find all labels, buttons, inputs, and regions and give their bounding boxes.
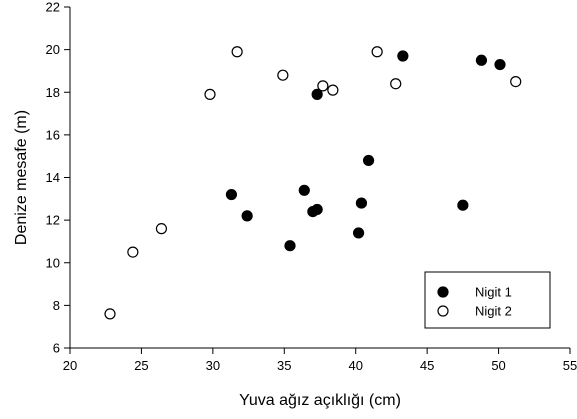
legend-box bbox=[424, 271, 551, 329]
legend-marker-nigit-2 bbox=[437, 305, 449, 317]
y-tick-label: 6 bbox=[53, 341, 60, 356]
x-tick-label: 25 bbox=[134, 358, 148, 373]
data-point-nigit-2 bbox=[155, 223, 168, 235]
data-point-nigit-2 bbox=[510, 75, 522, 88]
legend-label-nigit-2: Nigit 2 bbox=[475, 304, 512, 319]
x-tick-label: 35 bbox=[277, 358, 291, 373]
legend-label-nigit-1: Nigit 1 bbox=[475, 285, 512, 300]
data-point-nigit-1 bbox=[457, 199, 469, 211]
x-axis-title: Yuva ağız açıklığı (cm) bbox=[239, 392, 401, 409]
data-point-nigit-2 bbox=[127, 246, 139, 258]
data-point-nigit-1 bbox=[494, 58, 506, 71]
x-tick-label: 45 bbox=[420, 358, 434, 373]
data-point-nigit-1 bbox=[355, 197, 368, 209]
y-tick-label: 10 bbox=[46, 255, 60, 270]
data-point-nigit-2 bbox=[317, 80, 329, 92]
data-point-nigit-1 bbox=[225, 188, 238, 201]
data-points bbox=[104, 46, 522, 320]
data-point-nigit-1 bbox=[241, 210, 253, 222]
data-point-nigit-1 bbox=[475, 54, 488, 66]
x-tick-label: 50 bbox=[491, 358, 505, 373]
data-point-nigit-1 bbox=[284, 240, 296, 252]
y-tick-label: 8 bbox=[53, 298, 60, 313]
data-point-nigit-2 bbox=[390, 78, 402, 90]
y-tick-label: 20 bbox=[46, 42, 60, 57]
data-point-nigit-2 bbox=[371, 46, 383, 58]
data-point-nigit-2 bbox=[277, 69, 289, 81]
x-tick-label: 40 bbox=[348, 358, 362, 373]
data-point-nigit-1 bbox=[362, 154, 375, 167]
y-tick-label: 16 bbox=[46, 127, 60, 142]
data-point-nigit-1 bbox=[311, 88, 323, 100]
x-tick-label: 30 bbox=[206, 358, 220, 373]
y-tick-label: 14 bbox=[46, 170, 60, 185]
y-axis: 6 8 10 12 14 16 18 20 22 bbox=[46, 0, 70, 356]
legend: Nigit 1 Nigit 2 bbox=[424, 271, 551, 329]
x-tick-label: 20 bbox=[63, 358, 77, 373]
data-point-nigit-1 bbox=[352, 227, 365, 239]
legend-marker-nigit-1 bbox=[437, 286, 449, 298]
x-axis: 20 25 30 35 40 45 50 55 bbox=[63, 348, 577, 373]
data-point-nigit-1 bbox=[298, 184, 310, 196]
data-point-nigit-1 bbox=[397, 50, 409, 62]
y-tick-label: 22 bbox=[46, 0, 60, 15]
y-axis-title: Denize mesafe (m) bbox=[13, 110, 30, 245]
data-point-nigit-2 bbox=[327, 84, 339, 96]
data-point-nigit-2 bbox=[231, 46, 243, 58]
y-tick-label: 18 bbox=[46, 85, 60, 100]
x-tick-label: 55 bbox=[563, 358, 577, 373]
data-point-nigit-2 bbox=[104, 308, 116, 320]
data-point-nigit-2 bbox=[204, 88, 216, 100]
data-point-nigit-1 bbox=[311, 203, 323, 216]
y-tick-label: 12 bbox=[46, 213, 60, 228]
